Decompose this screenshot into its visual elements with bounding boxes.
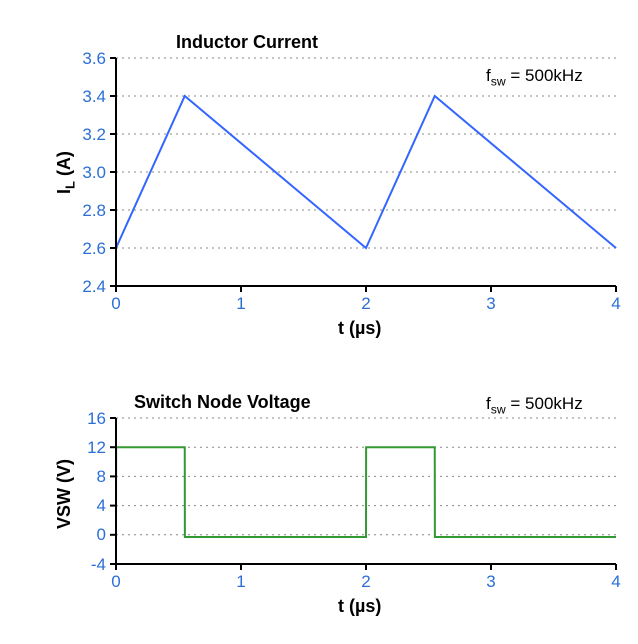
ytick-label: 16 bbox=[60, 409, 106, 429]
ytick-label: 2.8 bbox=[60, 201, 106, 221]
bottom-chart-title: Switch Node Voltage bbox=[134, 392, 311, 413]
ytick-label: 8 bbox=[60, 467, 106, 487]
ytick-label: 0 bbox=[60, 525, 106, 545]
xtick-label: 0 bbox=[96, 294, 136, 314]
ytick-label: 3.6 bbox=[60, 49, 106, 69]
top-chart-xlabel: t (µs) bbox=[338, 318, 381, 339]
xtick-label: 3 bbox=[471, 572, 511, 592]
ytick-label: 2.6 bbox=[60, 239, 106, 259]
xtick-label: 4 bbox=[596, 572, 636, 592]
top-chart-plot bbox=[116, 58, 618, 288]
top-chart-title: Inductor Current bbox=[176, 32, 318, 53]
ytick-label: 3.2 bbox=[60, 125, 106, 145]
xtick-label: 4 bbox=[596, 294, 636, 314]
xtick-label: 0 bbox=[96, 572, 136, 592]
bottom-chart-annotation: fsw = 500kHz bbox=[486, 394, 583, 416]
xtick-label: 1 bbox=[221, 294, 261, 314]
xtick-label: 3 bbox=[471, 294, 511, 314]
ytick-label: 3.4 bbox=[60, 87, 106, 107]
xtick-label: 2 bbox=[346, 572, 386, 592]
ytick-label: 4 bbox=[60, 496, 106, 516]
ytick-label: 12 bbox=[60, 438, 106, 458]
bottom-chart-plot bbox=[116, 418, 618, 566]
figure-root: Inductor Current fsw = 500kHz IL (A) t (… bbox=[0, 0, 638, 644]
xtick-label: 2 bbox=[346, 294, 386, 314]
ytick-label: 3.0 bbox=[60, 163, 106, 183]
bottom-chart-xlabel: t (µs) bbox=[338, 596, 381, 617]
xtick-label: 1 bbox=[221, 572, 261, 592]
